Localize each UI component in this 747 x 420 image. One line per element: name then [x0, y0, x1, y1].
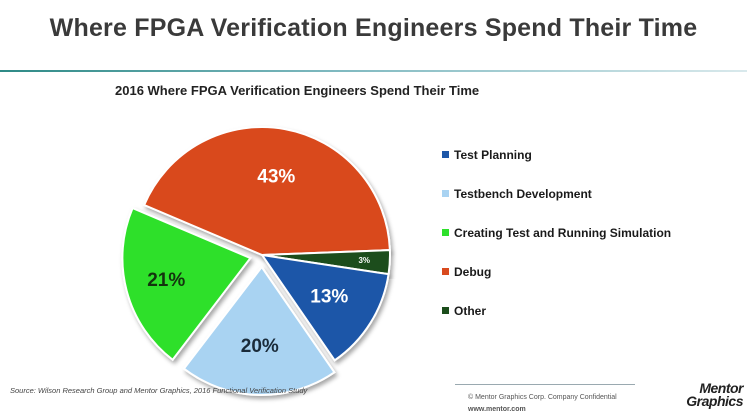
legend-swatch — [442, 229, 449, 236]
legend-swatch — [442, 268, 449, 275]
pie-slice-test-planning — [259, 253, 390, 362]
legend-swatch — [442, 151, 449, 158]
legend-item-creating-test-and-running-simulation: Creating Test and Running Simulation — [442, 225, 672, 240]
chart-title: 2016 Where FPGA Verification Engineers S… — [115, 83, 480, 98]
legend-swatch — [442, 307, 449, 314]
legend-item-debug: Debug — [442, 264, 671, 279]
slide-title: Where FPGA Verification Engineers Spend … — [49, 14, 698, 42]
footer-url: www.mentor.com — [468, 406, 526, 413]
footer-divider — [455, 384, 635, 385]
legend-label: Creating Test and Running Simulation — [454, 225, 672, 240]
chart-legend: Test Planning Testbench Development Creati… — [442, 148, 671, 343]
data-label-test-planning: 13% — [310, 287, 348, 308]
legend-item-other: Other — [442, 303, 671, 318]
legend-item-test-planning: Test Planning — [442, 147, 671, 162]
pie-slice-testbench-development — [182, 265, 336, 396]
footer-copyright: © Mentor Graphics Corp. Company Confiden… — [468, 394, 617, 401]
data-label-testbench-development: 20% — [241, 336, 279, 357]
source-note: Source: Wilson Research Group and Mentor… — [10, 386, 308, 395]
pie-slice-debug — [142, 125, 391, 257]
mentor-graphics-logo: Mentor Graphics — [686, 380, 743, 409]
title-divider — [0, 70, 747, 72]
legend-label: Test Planning — [454, 147, 532, 162]
data-label-other: 3% — [358, 256, 370, 265]
data-label-creating-test-and-running-simulation: 21% — [147, 270, 185, 291]
legend-label: Other — [454, 303, 487, 318]
pie-slice-creating-test-and-running-simulation — [121, 206, 252, 362]
logo-line-1: Mentor — [699, 380, 743, 396]
legend-label: Testbench Development — [454, 186, 592, 201]
logo-line-2: Graphics — [686, 393, 743, 409]
legend-item-testbench-development: Testbench Development — [442, 186, 671, 201]
legend-swatch — [442, 190, 449, 197]
legend-label: Debug — [454, 264, 492, 279]
data-label-debug: 43% — [257, 166, 295, 187]
